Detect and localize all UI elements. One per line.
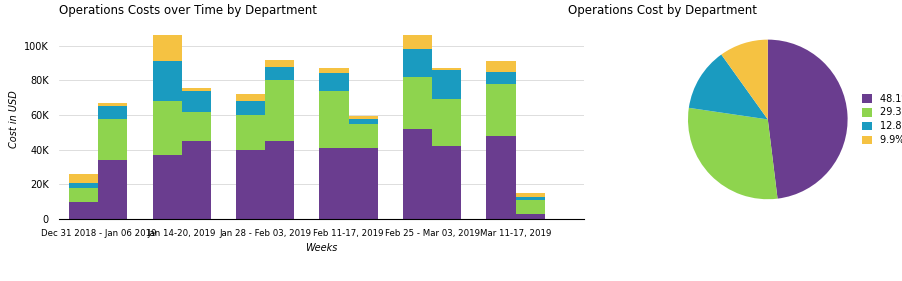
Bar	[236, 150, 265, 219]
Bar	[403, 129, 432, 219]
Bar	[265, 141, 294, 219]
Bar	[181, 88, 211, 91]
Bar	[486, 72, 516, 84]
Bar	[319, 148, 349, 219]
Bar	[349, 119, 378, 124]
Wedge shape	[722, 40, 768, 119]
Bar	[69, 174, 98, 183]
Bar	[181, 141, 211, 219]
Bar	[98, 119, 127, 160]
Bar	[403, 77, 432, 129]
Bar	[516, 200, 545, 214]
Bar	[349, 124, 378, 148]
Bar	[152, 155, 181, 219]
Bar	[69, 188, 98, 202]
Bar	[69, 202, 98, 219]
Bar	[152, 61, 181, 101]
Bar	[432, 99, 461, 146]
Bar	[236, 115, 265, 150]
Bar	[349, 148, 378, 219]
X-axis label: Weeks: Weeks	[306, 243, 337, 253]
Bar	[432, 68, 461, 70]
Bar	[403, 35, 432, 49]
Text: Operations Cost by Department: Operations Cost by Department	[568, 4, 758, 17]
Bar	[181, 91, 211, 112]
Bar	[516, 193, 545, 197]
Bar	[152, 101, 181, 155]
Bar	[516, 197, 545, 200]
Wedge shape	[689, 55, 768, 119]
Bar	[403, 49, 432, 77]
Bar	[319, 91, 349, 148]
Bar	[181, 112, 211, 141]
Bar	[516, 214, 545, 219]
Bar	[265, 60, 294, 67]
Bar	[98, 106, 127, 119]
Bar	[265, 67, 294, 80]
Bar	[236, 101, 265, 115]
Bar	[432, 70, 461, 99]
Bar	[265, 80, 294, 141]
Bar	[486, 136, 516, 219]
Bar	[98, 103, 127, 106]
Bar	[69, 183, 98, 188]
Bar	[98, 160, 127, 219]
Bar	[319, 73, 349, 91]
Legend: 48.1% Payroll, 29.3% Support, 12.8% HR, 9.9% IT: 48.1% Payroll, 29.3% Support, 12.8% HR, …	[862, 94, 902, 145]
Bar	[152, 35, 181, 61]
Bar	[486, 61, 516, 72]
Wedge shape	[768, 40, 848, 199]
Bar	[349, 116, 378, 119]
Wedge shape	[688, 108, 778, 199]
Bar	[486, 84, 516, 136]
Bar	[319, 68, 349, 73]
Bar	[432, 146, 461, 219]
Y-axis label: Cost in USD: Cost in USD	[9, 90, 19, 148]
Text: Operations Costs over Time by Department: Operations Costs over Time by Department	[59, 4, 317, 17]
Bar	[236, 94, 265, 101]
